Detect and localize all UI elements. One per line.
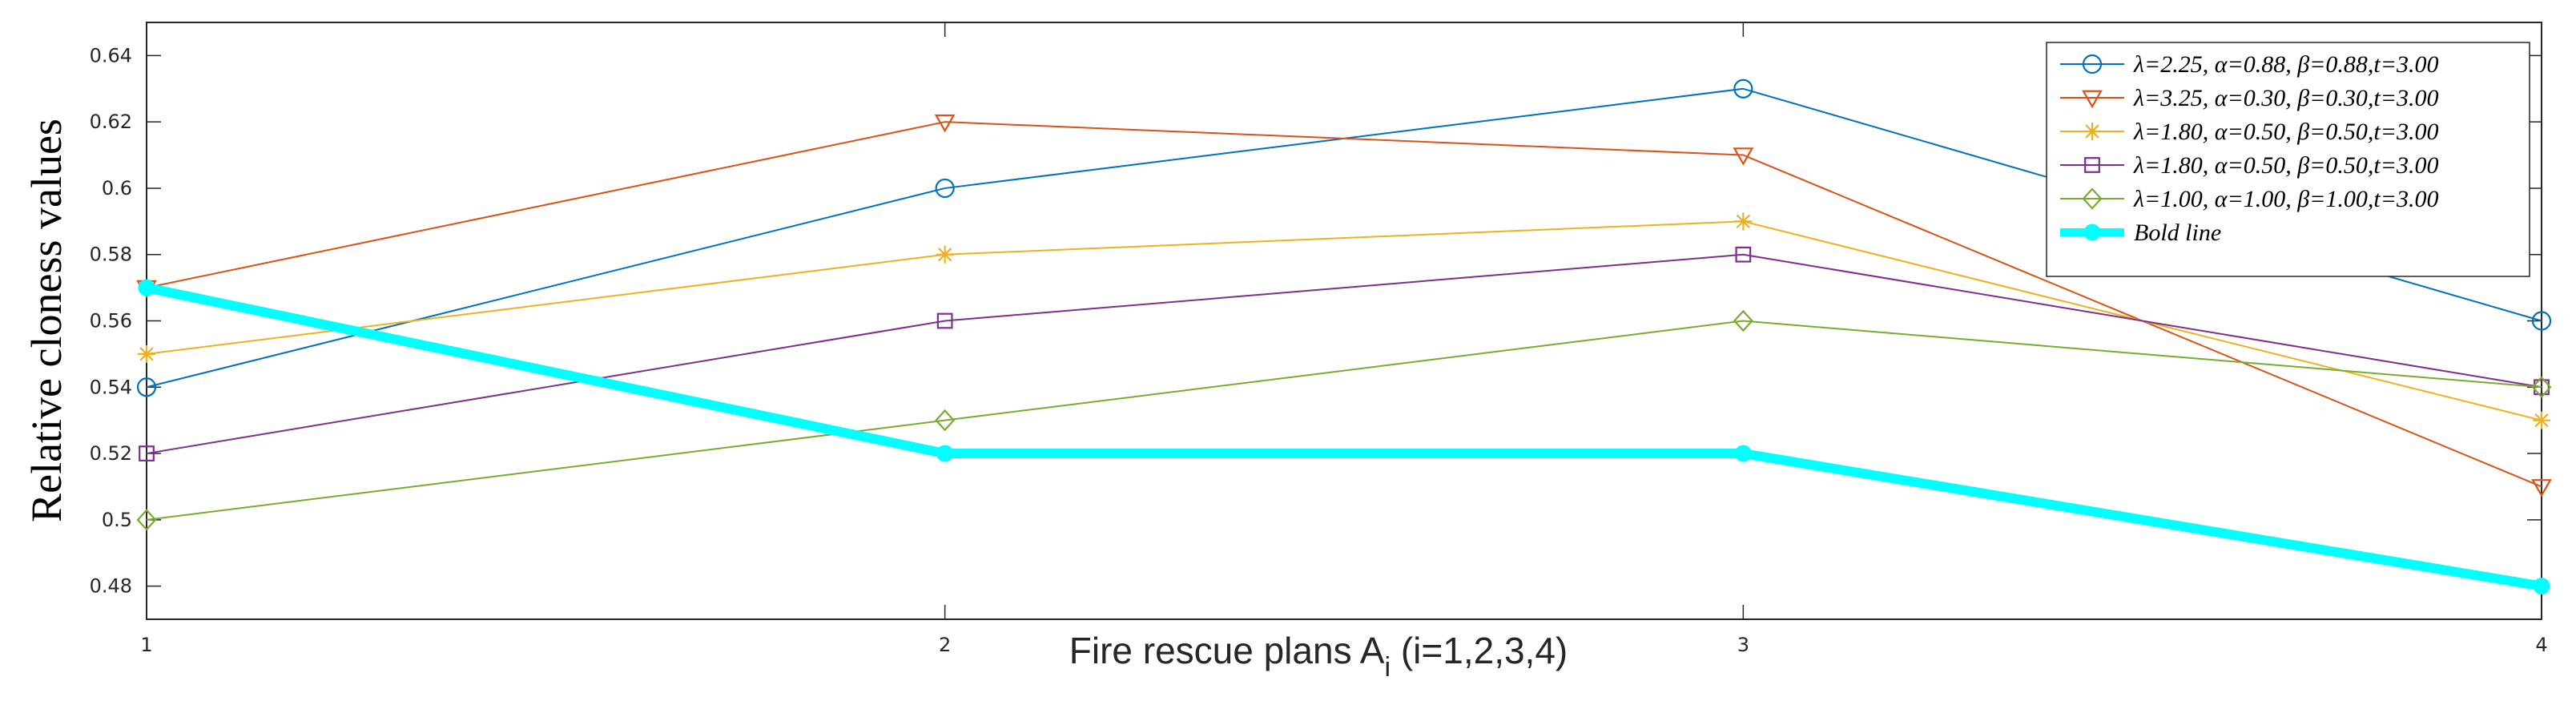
x-axis-label-main: Fire rescue plans A (1069, 630, 1385, 671)
series-line (146, 253, 2542, 455)
data-point (1735, 246, 1752, 263)
legend-item: λ=2.25, α=0.88, β=0.88,t=3.00 (2060, 51, 2439, 78)
data-point (1733, 79, 1753, 99)
y-tick-label: 0.64 (90, 44, 132, 66)
x-tick-label: 3 (1737, 634, 1749, 656)
data-point (2531, 376, 2552, 399)
legend-label: λ=1.80, α=0.50, β=0.50,t=3.00 (2133, 119, 2439, 145)
x-axis-label-suffix: (i=1,2,3,4) (1391, 630, 1568, 671)
data-point (1733, 309, 1753, 332)
legend-item: Bold line (2060, 220, 2221, 246)
legend-swatch-marker (2083, 224, 2101, 241)
legend-label: λ=3.25, α=0.30, β=0.30,t=3.00 (2133, 85, 2439, 111)
series-5 (136, 309, 2552, 531)
legend-swatch-marker (2082, 187, 2103, 210)
y-tick-label: 0.58 (90, 244, 132, 266)
data-point (935, 409, 956, 432)
series-line (146, 320, 2542, 521)
data-point (2531, 479, 2552, 498)
y-axis-ticks: 0.48 0.5 0.52 0.54 0.56 0.58 0.6 0.62 0.64 (90, 44, 2542, 598)
legend-swatch-marker (2082, 54, 2103, 75)
data-point (1734, 445, 1752, 462)
legend-item: λ=1.80, α=0.50, β=0.50,t=3.00 (2060, 152, 2439, 179)
legend: λ=2.25, α=0.88, β=0.88,t=3.00 λ=3.25, α=0… (2046, 42, 2530, 277)
data-point (138, 344, 155, 363)
legend-label: λ=1.00, α=1.00, β=1.00,t=3.00 (2133, 186, 2439, 212)
data-point (1733, 147, 1754, 166)
y-tick-label: 0.52 (90, 442, 132, 465)
x-axis-ticks: 1 2 3 4 (140, 22, 2548, 656)
series-4 (139, 246, 2550, 461)
legend-box (2046, 42, 2530, 277)
legend-item: λ=1.00, α=1.00, β=1.00,t=3.00 (2060, 186, 2439, 212)
x-tick-label: 2 (939, 634, 951, 656)
data-point (139, 445, 155, 461)
legend-item: λ=1.80, α=0.50, β=0.50,t=3.00 (2060, 119, 2439, 145)
data-point (936, 245, 954, 264)
y-tick-label: 0.62 (90, 111, 132, 133)
data-point (934, 114, 956, 133)
legend-label: λ=1.80, α=0.50, β=0.50,t=3.00 (2133, 152, 2439, 179)
data-point (936, 312, 953, 329)
x-axis-label-subscript: i (1385, 652, 1391, 683)
legend-swatch-marker (2084, 157, 2100, 173)
legend-swatch-marker (2083, 123, 2101, 140)
legend-label: λ=2.25, α=0.88, β=0.88,t=3.00 (2133, 51, 2439, 78)
x-tick-label: 1 (140, 634, 152, 656)
y-tick-label: 0.56 (90, 310, 132, 332)
data-point (138, 279, 155, 296)
series-line (145, 283, 2542, 591)
data-point (2531, 311, 2552, 331)
data-point (136, 509, 157, 531)
data-point (936, 445, 954, 462)
x-axis-label: Fire rescue plans Ai (i=1,2,3,4) (1069, 630, 1568, 683)
legend-items: λ=2.25, α=0.88, β=0.88,t=3.00 λ=3.25, α=0… (2060, 51, 2439, 246)
data-point (136, 377, 157, 397)
data-point (2533, 411, 2550, 429)
legend-item: λ=3.25, α=0.30, β=0.30,t=3.00 (2060, 85, 2439, 111)
x-tick-label: 4 (2535, 634, 2547, 656)
y-axis-label: Relative cloness values (22, 119, 70, 522)
y-tick-label: 0.54 (90, 376, 132, 398)
data-point (935, 178, 955, 199)
series-6 (138, 279, 2550, 595)
y-tick-label: 0.5 (102, 509, 132, 531)
y-tick-label: 0.48 (90, 575, 132, 598)
data-point (2533, 578, 2550, 595)
legend-label: Bold line (2134, 220, 2221, 246)
legend-swatch-marker (2082, 90, 2103, 109)
data-point (1734, 212, 1753, 231)
y-tick-label: 0.6 (102, 177, 132, 199)
